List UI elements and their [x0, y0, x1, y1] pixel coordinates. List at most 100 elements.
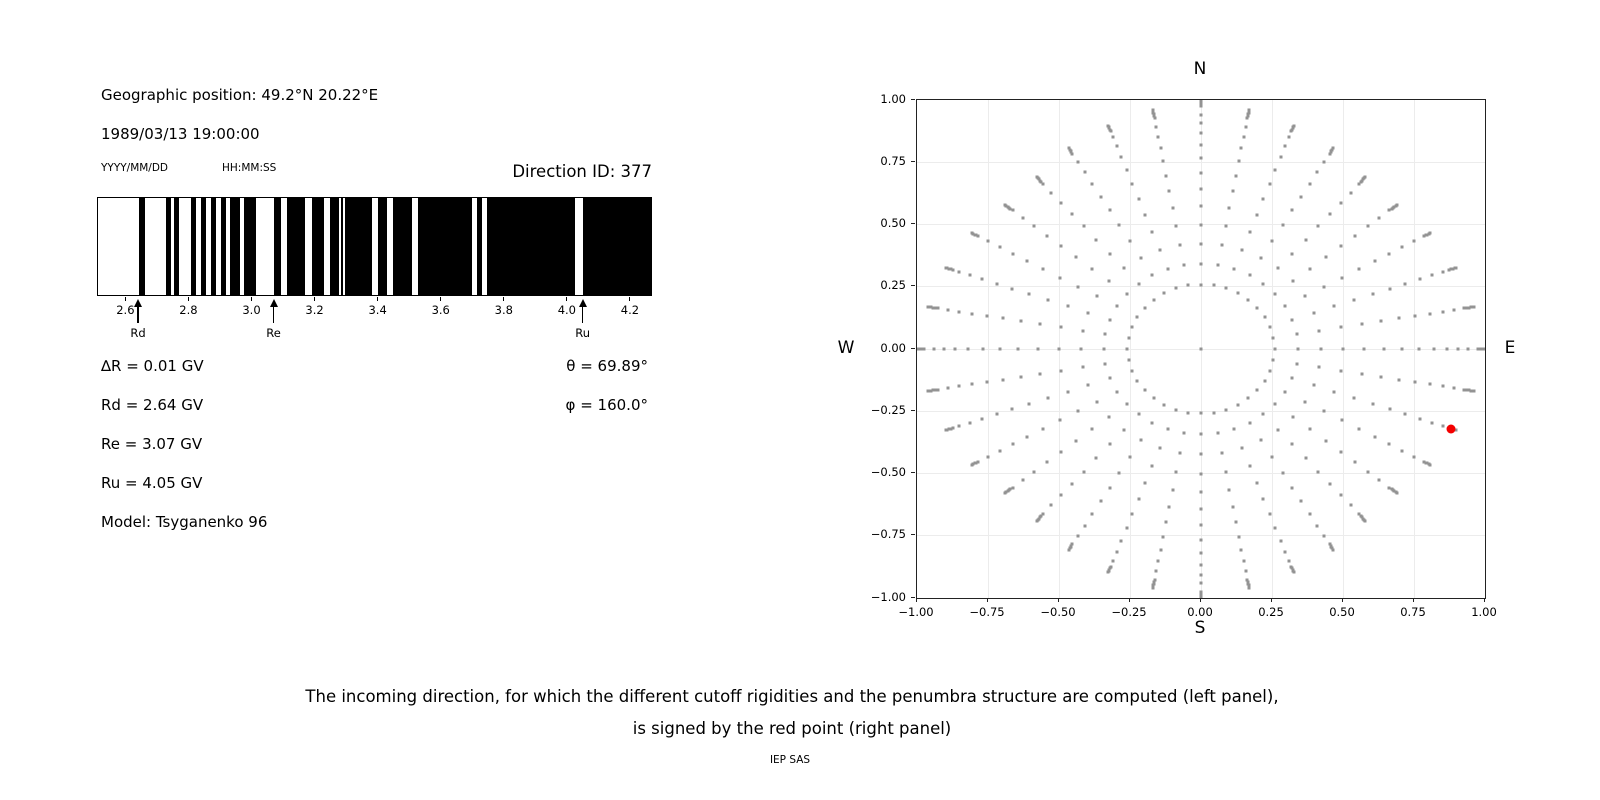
direction-dot — [1166, 267, 1170, 271]
direction-dot — [1216, 431, 1220, 435]
direction-dot — [1248, 464, 1252, 468]
direction-dot — [1076, 534, 1080, 538]
direction-dot — [1125, 526, 1129, 530]
direction-dot — [1290, 376, 1294, 380]
direction-dot — [1244, 569, 1248, 573]
direction-dot — [1417, 347, 1421, 351]
penumbra-axis-tick — [377, 297, 379, 301]
direction-dot — [1299, 499, 1303, 503]
direction-dot — [1130, 512, 1134, 516]
penumbra-axis-tick — [440, 297, 442, 301]
direction-dot — [944, 428, 948, 432]
penumbra-axis-tick-label: 4.0 — [557, 303, 576, 317]
x-axis-tick — [1341, 598, 1343, 602]
direction-dot — [1360, 322, 1364, 326]
direction-dot — [1130, 182, 1134, 186]
direction-dot — [1290, 208, 1294, 212]
direction-dot — [1312, 383, 1316, 387]
direction-dot — [1090, 267, 1094, 271]
x-axis-tick — [986, 598, 988, 602]
direction-dot — [1239, 548, 1243, 552]
direction-dot — [1332, 390, 1336, 394]
time-format-label: HH:MM:SS — [222, 162, 277, 174]
direction-dot — [1289, 565, 1293, 569]
direction-dot — [998, 245, 1002, 249]
direction-dot — [1127, 358, 1131, 362]
direction-dot — [1388, 407, 1392, 411]
direction-dot — [1074, 439, 1078, 443]
direction-dot — [1090, 512, 1094, 516]
penumbra-black-bar — [345, 198, 372, 295]
cutoff-arrow-ru-head — [578, 299, 587, 307]
cutoff-arrow-ru-stem — [582, 305, 584, 323]
direction-dot — [1387, 208, 1391, 212]
direction-dot — [1135, 379, 1139, 383]
direction-dot — [1171, 206, 1175, 210]
direction-dot — [1059, 493, 1063, 497]
direction-dot — [1199, 121, 1203, 125]
y-axis-tick — [911, 534, 915, 536]
direction-dot — [1199, 104, 1203, 108]
direction-dot — [1340, 276, 1344, 280]
direction-dot — [1224, 470, 1228, 474]
direction-dot — [1268, 182, 1272, 186]
direction-dot — [1430, 421, 1434, 425]
direction-dot — [1428, 312, 1432, 316]
penumbra-axis-tick-label: 2.6 — [116, 303, 135, 317]
direction-dot — [1276, 266, 1280, 270]
direction-dot — [1349, 503, 1352, 507]
direction-dot — [1090, 427, 1094, 431]
direction-dot — [926, 305, 930, 309]
direction-dot — [1057, 347, 1061, 351]
direction-dot — [1041, 182, 1045, 186]
direction-dot — [1027, 402, 1031, 406]
penumbra-axis-tick-label: 3.0 — [242, 303, 261, 317]
direction-dot — [1246, 396, 1250, 400]
direction-dot — [1032, 224, 1036, 228]
penumbra-black-bar — [165, 198, 171, 295]
direction-dot — [1387, 442, 1391, 446]
direction-plot: N S W E −1.00 −0.75 −0.50 −0.25 0.00 0.25 0.50… — [830, 59, 1570, 640]
direction-dot — [1340, 418, 1344, 422]
direction-dot — [1019, 375, 1023, 379]
direction-dot — [1001, 378, 1005, 382]
direction-dot — [1387, 252, 1391, 256]
direction-dot — [1025, 435, 1029, 439]
direction-dot — [1199, 573, 1203, 577]
y-axis-tick — [911, 98, 915, 100]
y-tick-label: 0.50 — [880, 216, 906, 230]
direction-dot — [1312, 311, 1316, 315]
direction-dot — [1008, 207, 1012, 211]
direction-dot — [1240, 248, 1244, 252]
direction-dot — [1156, 559, 1160, 563]
ru-value: Ru = 4.05 GV — [101, 474, 203, 492]
direction-dot — [1357, 512, 1361, 516]
direction-dot — [1357, 427, 1361, 431]
penumbra-black-bar — [393, 198, 412, 295]
direction-dot — [1232, 427, 1236, 431]
direction-dot — [1070, 482, 1074, 486]
direction-dot — [1143, 481, 1147, 485]
direction-dot — [1115, 144, 1119, 148]
compass-label-north: N — [1193, 59, 1207, 79]
direction-dot — [976, 234, 980, 238]
penumbra-axis-tick-label: 3.4 — [368, 303, 387, 317]
direction-dot — [1109, 565, 1113, 569]
direction-dot — [1295, 332, 1299, 336]
direction-dot — [1046, 298, 1050, 302]
direction-dot — [1220, 451, 1224, 455]
direction-dot — [1304, 238, 1308, 241]
direction-dot — [1283, 390, 1287, 394]
direction-dot — [1247, 586, 1251, 590]
direction-dot — [1086, 383, 1090, 387]
direction-dot — [980, 277, 984, 281]
direction-dot — [1199, 538, 1203, 542]
direction-dot — [1137, 282, 1141, 286]
direction-dot — [942, 347, 946, 351]
direction-dot — [1199, 283, 1203, 286]
direction-dot — [926, 389, 930, 393]
direction-dot — [1292, 124, 1296, 128]
penumbra-black-bar — [244, 198, 257, 295]
y-tick-label: −0.50 — [870, 465, 906, 479]
y-tick-label: −1.00 — [870, 589, 906, 604]
